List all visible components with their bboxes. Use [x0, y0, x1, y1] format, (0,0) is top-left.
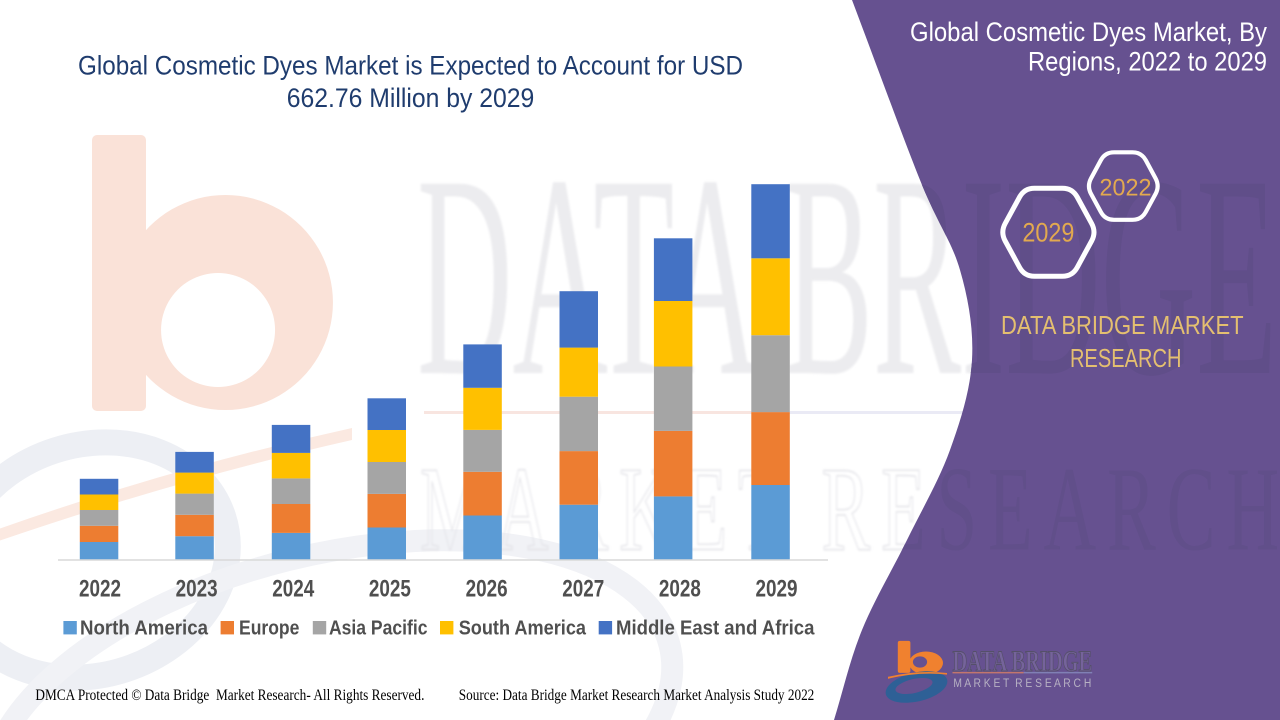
- svg-text:M A R K E T R E S E A R C H: M A R K E T R E S E A R C H: [953, 678, 1091, 690]
- svg-text:North America: North America: [80, 618, 209, 640]
- svg-text:2023: 2023: [176, 576, 218, 603]
- svg-text:2022: 2022: [1100, 175, 1152, 202]
- svg-text:2024: 2024: [272, 576, 315, 603]
- svg-text:Middle East and Africa: Middle East and Africa: [616, 618, 815, 640]
- svg-text:Source: Data Bridge Market Res: Source: Data Bridge Market Research Mark…: [459, 687, 815, 704]
- svg-text:2028: 2028: [659, 576, 701, 603]
- svg-text:RESEARCH: RESEARCH: [1070, 343, 1182, 373]
- svg-text:Asia Pacific: Asia Pacific: [329, 618, 428, 640]
- svg-text:2029: 2029: [756, 576, 798, 603]
- svg-text:Regions, 2022 to 2029: Regions, 2022 to 2029: [1028, 46, 1267, 76]
- svg-text:DMCA Protected © Data Bridge: DMCA Protected © Data Bridge Market Rese…: [35, 687, 424, 704]
- svg-text:South America: South America: [459, 618, 587, 640]
- svg-text:Global Cosmetic Dyes Market, B: Global Cosmetic Dyes Market, By: [910, 17, 1267, 47]
- svg-text:2022: 2022: [79, 576, 121, 603]
- svg-text:Global Cosmetic Dyes Market is: Global Cosmetic Dyes Market is Expected …: [78, 51, 743, 81]
- svg-text:DATA BRIDGE MARKET: DATA BRIDGE MARKET: [1001, 310, 1244, 340]
- svg-text:662.76 Million by 2029: 662.76 Million by 2029: [287, 83, 535, 113]
- svg-text:Europe: Europe: [239, 618, 299, 640]
- svg-text:2029: 2029: [1022, 218, 1074, 248]
- svg-text:2026: 2026: [466, 576, 508, 603]
- svg-text:2027: 2027: [562, 576, 604, 603]
- svg-text:2025: 2025: [369, 576, 411, 603]
